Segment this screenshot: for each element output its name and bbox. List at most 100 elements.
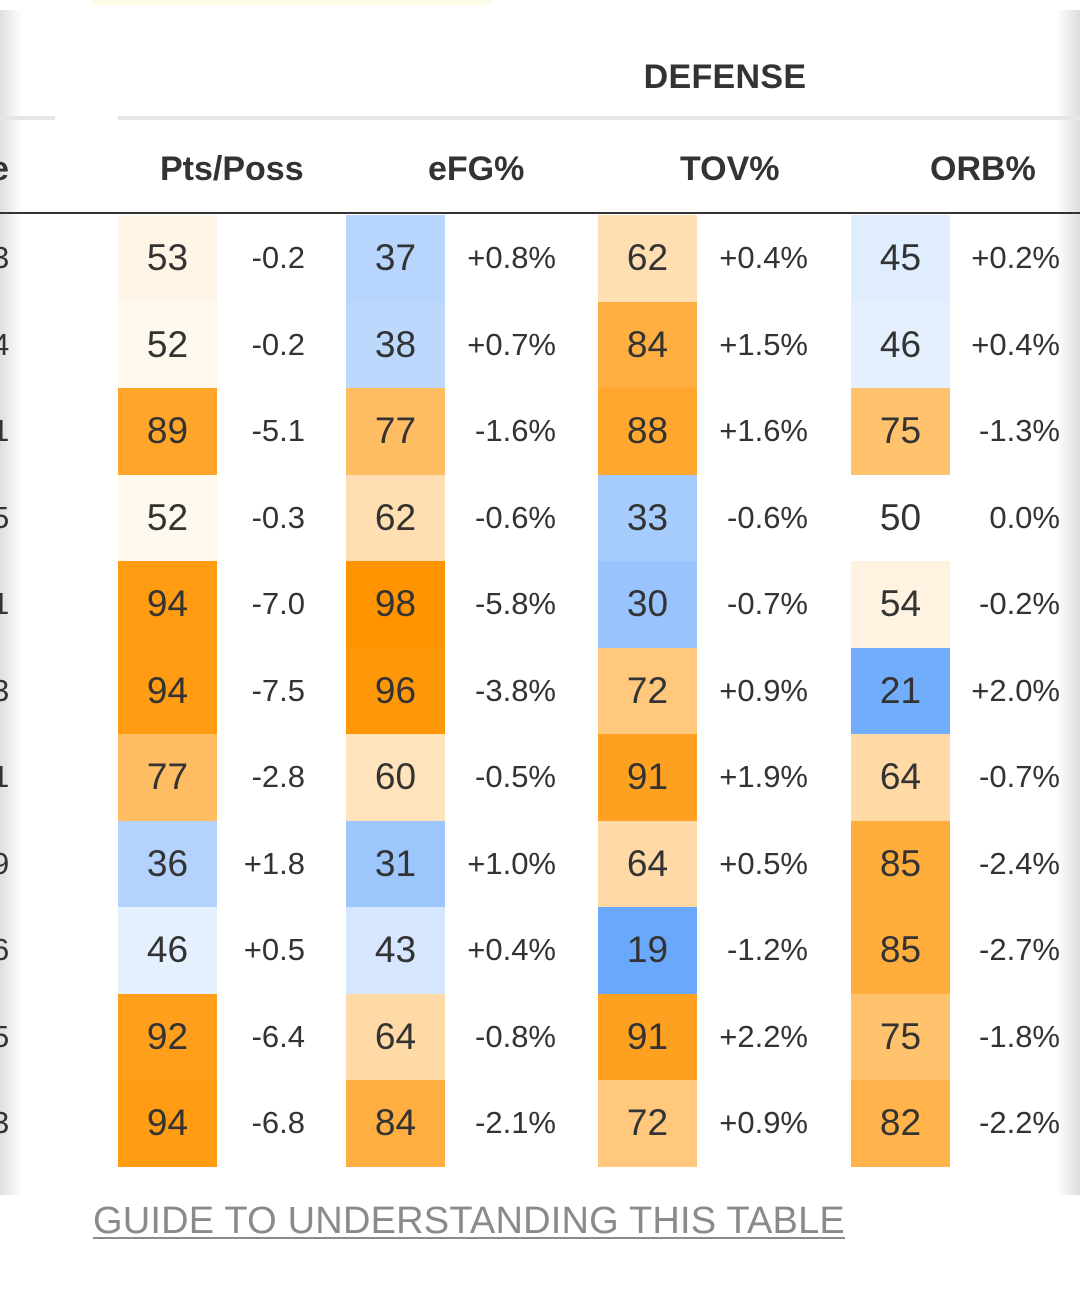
- defense-group-title: DEFENSE: [643, 58, 807, 96]
- scroll-shadow-right: [1056, 10, 1080, 1195]
- change-cell: -0.8%: [475, 1018, 556, 1054]
- change-cell: +0.8%: [467, 240, 556, 275]
- percentile-cell: 75: [851, 993, 950, 1080]
- defense-table-body: 3 53 -0.2 37 +0.8% 62 +0.4% 45 +0.2% 4 52 -0.2 38 +0.…: [0, 215, 1080, 1167]
- group-divider: [118, 116, 1080, 120]
- column-header-tov[interactable]: TOV%: [680, 150, 780, 188]
- percentile-cell: 94: [118, 647, 217, 734]
- percentile-cell: 52: [118, 474, 217, 561]
- change-cell: -0.7%: [727, 586, 808, 621]
- change-cell: +0.4%: [971, 326, 1060, 362]
- change-cell: -7.5: [251, 672, 305, 708]
- change-cell: +2.0%: [971, 672, 1060, 708]
- percentile-cell: 30: [598, 561, 697, 648]
- change-cell: +0.5: [243, 932, 305, 967]
- change-cell: +0.2%: [971, 240, 1060, 275]
- percentile-cell: 89: [118, 388, 217, 475]
- table-row: 5 92 -6.4 64 -0.8% 91 +2.2% 75 -1.8%: [0, 993, 1080, 1080]
- percentile-cell: 88: [598, 388, 697, 475]
- table-row: 6 46 +0.5 43 +0.4% 19 -1.2% 85 -2.7%: [0, 907, 1080, 994]
- change-cell: +1.0%: [467, 845, 556, 881]
- change-cell: +0.7%: [467, 326, 556, 362]
- change-cell: -0.2: [251, 240, 305, 275]
- clipped-cell: 5: [0, 499, 10, 535]
- change-cell: -1.3%: [979, 413, 1060, 448]
- change-cell: -0.2%: [979, 586, 1060, 621]
- percentile-cell: 84: [346, 1080, 445, 1167]
- clipped-cell: 3: [0, 672, 10, 708]
- clipped-cell: 1: [0, 586, 10, 621]
- change-cell: -0.3: [251, 499, 305, 535]
- change-cell: -5.8%: [475, 586, 556, 621]
- change-cell: -0.5%: [475, 759, 556, 794]
- percentile-cell: 94: [118, 561, 217, 648]
- change-cell: -0.2: [251, 326, 305, 362]
- percentile-cell: 21: [851, 647, 950, 734]
- percentile-cell: 64: [598, 820, 697, 907]
- column-header-orb[interactable]: ORB%: [930, 150, 1036, 188]
- change-cell: 0.0%: [989, 499, 1060, 535]
- change-cell: -6.4: [251, 1018, 305, 1054]
- clipped-cell: 6: [0, 932, 10, 967]
- table-row: 5 52 -0.3 62 -0.6% 33 -0.6% 50 0.0%: [0, 474, 1080, 561]
- change-cell: -6.8: [251, 1105, 305, 1140]
- clipped-cell: 9: [0, 845, 10, 881]
- percentile-cell: 91: [598, 734, 697, 821]
- change-cell: -2.7%: [979, 932, 1060, 967]
- change-cell: +0.4%: [719, 240, 808, 275]
- change-cell: -2.8: [251, 759, 305, 794]
- percentile-cell: 62: [598, 215, 697, 302]
- change-cell: +2.2%: [719, 1018, 808, 1054]
- table-row: 1 89 -5.1 77 -1.6% 88 +1.6% 75 -1.3%: [0, 388, 1080, 475]
- percentile-cell: 77: [346, 388, 445, 475]
- top-strip: [92, 0, 492, 5]
- change-cell: +0.9%: [719, 1105, 808, 1140]
- change-cell: -2.1%: [475, 1105, 556, 1140]
- percentile-cell: 62: [346, 474, 445, 561]
- scroll-shadow-left: [0, 10, 22, 1195]
- percentile-cell: 33: [598, 474, 697, 561]
- change-cell: +1.6%: [719, 413, 808, 448]
- percentile-cell: 54: [851, 561, 950, 648]
- percentile-cell: 92: [118, 993, 217, 1080]
- percentile-cell: 96: [346, 647, 445, 734]
- change-cell: +0.4%: [467, 932, 556, 967]
- percentile-cell: 60: [346, 734, 445, 821]
- column-header-pts-poss[interactable]: Pts/Poss: [160, 150, 304, 188]
- percentile-cell: 82: [851, 1080, 950, 1167]
- percentile-cell: 52: [118, 301, 217, 388]
- change-cell: -2.4%: [979, 845, 1060, 881]
- clipped-cell: 1: [0, 413, 10, 448]
- change-cell: +1.8: [243, 845, 305, 881]
- clipped-cell: 1: [0, 759, 10, 794]
- percentile-cell: 46: [851, 301, 950, 388]
- change-cell: -7.0: [251, 586, 305, 621]
- percentile-cell: 75: [851, 388, 950, 475]
- change-cell: +1.9%: [719, 759, 808, 794]
- percentile-cell: 85: [851, 820, 950, 907]
- percentile-cell: 46: [118, 907, 217, 994]
- percentile-cell: 19: [598, 907, 697, 994]
- change-cell: -3.8%: [475, 672, 556, 708]
- percentile-cell: 91: [598, 993, 697, 1080]
- percentile-cell: 53: [118, 215, 217, 302]
- change-cell: -5.1: [251, 413, 305, 448]
- guide-link[interactable]: GUIDE TO UNDERSTANDING THIS TABLE: [93, 1200, 845, 1242]
- column-header-efg[interactable]: eFG%: [428, 150, 525, 188]
- table-row: 1 77 -2.8 60 -0.5% 91 +1.9% 64 -0.7%: [0, 734, 1080, 821]
- change-cell: +1.5%: [719, 326, 808, 362]
- percentile-cell: 31: [346, 820, 445, 907]
- percentile-cell: 45: [851, 215, 950, 302]
- clipped-cell: 3: [0, 240, 10, 275]
- table-row: 1 94 -7.0 98 -5.8% 30 -0.7% 54 -0.2%: [0, 561, 1080, 648]
- table-row: 4 52 -0.2 38 +0.7% 84 +1.5% 46 +0.4%: [0, 301, 1080, 388]
- change-cell: +0.5%: [719, 845, 808, 881]
- percentile-cell: 50: [851, 474, 950, 561]
- change-cell: -0.7%: [979, 759, 1060, 794]
- percentile-cell: 77: [118, 734, 217, 821]
- percentile-cell: 98: [346, 561, 445, 648]
- clipped-cell: 4: [0, 326, 10, 362]
- percentile-cell: 94: [118, 1080, 217, 1167]
- clipped-column-header: e: [0, 150, 9, 189]
- header-rule: [0, 212, 1080, 214]
